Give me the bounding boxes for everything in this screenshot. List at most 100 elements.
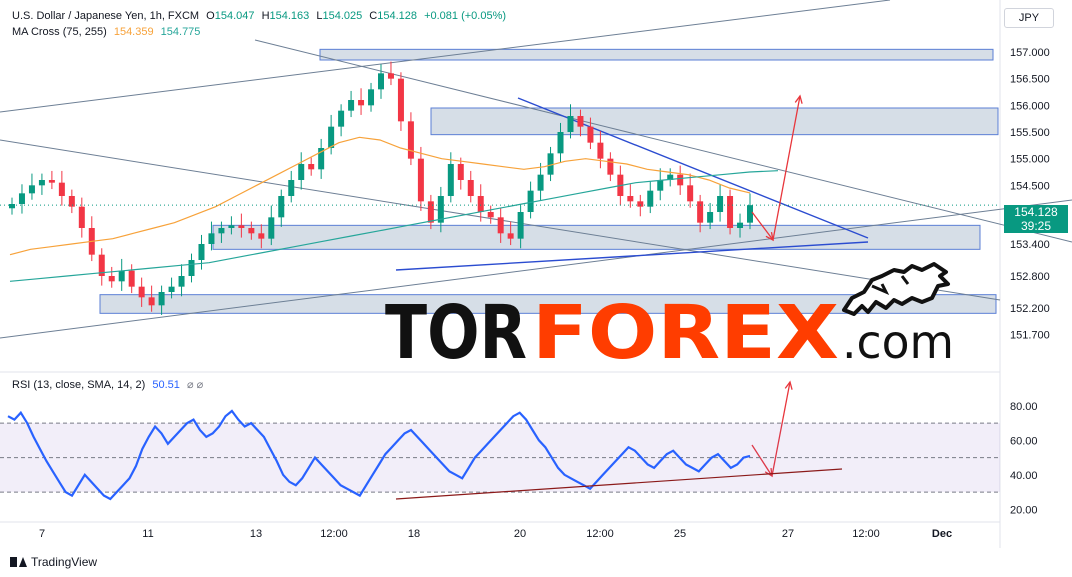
watermark-forex: FOREX [532,290,839,376]
candle-body [567,116,574,132]
ma75-line [9,136,751,256]
candle-body [717,196,724,212]
ma75-value: 154.359 [113,26,154,38]
candle-body [637,201,644,207]
channel-line [0,199,1072,339]
candle-body [358,100,365,106]
rsi-pane: 80.00 60.00 40.00 20.00 [0,401,1038,516]
price-tick-label: 152.200 [1010,303,1050,315]
time-tick-label: 7 [39,528,45,540]
ma255-value: 154.775 [160,26,201,38]
candle-body [288,180,295,196]
channel-line [0,0,891,113]
tradingview-logo-icon [10,557,27,567]
candle-body [268,217,275,239]
candle-body [118,270,125,282]
forecast-arrows [751,94,803,478]
time-tick-label: 25 [674,528,686,540]
watermark-dotcom: .com [842,315,954,369]
candle-body [218,228,225,234]
rsi-value: 50.51 [152,379,180,391]
time-tick-label: 13 [250,528,262,540]
moving-average-lines [0,136,1000,282]
candle-body [278,196,285,218]
watermark-tor: TOR [385,290,527,376]
price-tick-label: 156.500 [1010,74,1050,86]
time-tick-label: 12:00 [852,528,880,540]
rsi-arrow-down [751,444,773,477]
candle-body [707,212,714,223]
bull-logo-icon [842,262,950,316]
candle-body [477,196,484,212]
candle-body [158,292,165,306]
candle-body [627,196,634,202]
time-tick-label: Dec [932,528,952,540]
price-zone [430,107,999,136]
time-tick-label: 27 [782,528,794,540]
time-tick-label: 18 [408,528,420,540]
candle-body [108,276,115,282]
forecast-arrow-down [751,211,774,241]
candle-body [138,286,145,298]
candle-body [28,185,35,194]
rsi-tick-label: 60.00 [1010,435,1038,447]
candle-body [338,110,345,127]
candle-body [667,174,674,180]
price-zone [99,294,997,314]
candle-body [517,212,524,239]
candle-body [487,212,494,218]
bar-countdown: 39:25 [1020,219,1052,233]
price-axis: 157.000 156.500 156.000 155.500 155.000 154.5… [1010,47,1050,342]
candle-body [677,174,684,186]
time-tick-label: 11 [142,528,153,540]
tradingview-footer[interactable]: TradingView [10,555,97,569]
rsi-legend[interactable]: RSI (13, close, SMA, 14, 2) 50.51 ⌀ ⌀ [12,378,207,391]
time-tick-label: 12:00 [586,528,614,540]
rsi-title: RSI (13, close, SMA, 14, 2) [12,379,146,391]
ma255-line [9,170,779,282]
close-value: 154.128 [377,10,418,22]
currency-button[interactable]: JPY [1004,8,1054,28]
triangle-trend-line [395,241,869,271]
price-tick-label: 153.400 [1010,239,1050,251]
low-label: L [316,10,323,22]
candle-body [48,180,55,183]
candle-body [577,116,584,127]
current-price-label: 154.128 39:25 [1004,205,1068,233]
time-tick-label: 12:00 [320,528,348,540]
candle-body [647,190,654,207]
candle-body [168,286,175,292]
hide-indicator-icon[interactable]: ⌀ ⌀ [186,379,204,391]
candle-body [148,297,155,306]
candle-body [727,196,734,228]
candle-body [557,132,564,154]
candle-body [68,196,75,207]
price-tick-label: 154.500 [1010,180,1050,192]
price-tick-label: 156.000 [1010,100,1050,112]
candle-body [747,205,753,223]
candle-body [308,164,315,170]
price-tick-label: 151.700 [1010,330,1050,342]
price-tick-label: 155.500 [1010,127,1050,139]
rsi-tick-label: 20.00 [1010,504,1038,516]
rsi-line [7,409,751,501]
candle-body [328,126,335,148]
price-tick-label: 152.800 [1010,271,1050,283]
candle-body [527,190,534,212]
triangle-trend-line [517,97,869,239]
candle-body [248,228,255,234]
candle-body [378,73,384,90]
candle-body [178,276,185,287]
candle-body [607,158,614,175]
open-label: O [206,10,215,22]
candle-body [457,164,464,180]
rsi-arrow-up [771,381,791,477]
candle-body [208,233,215,244]
arrow-head [794,94,803,104]
ma-cross-title: MA Cross (75, 255) [12,26,107,38]
candle-body [547,153,554,175]
symbol-title: U.S. Dollar / Japanese Yen, 1h, FXCM [12,10,200,22]
candle-body [687,185,694,202]
ma-cross-legend[interactable]: MA Cross (75, 255) 154.359 154.775 [12,26,204,38]
